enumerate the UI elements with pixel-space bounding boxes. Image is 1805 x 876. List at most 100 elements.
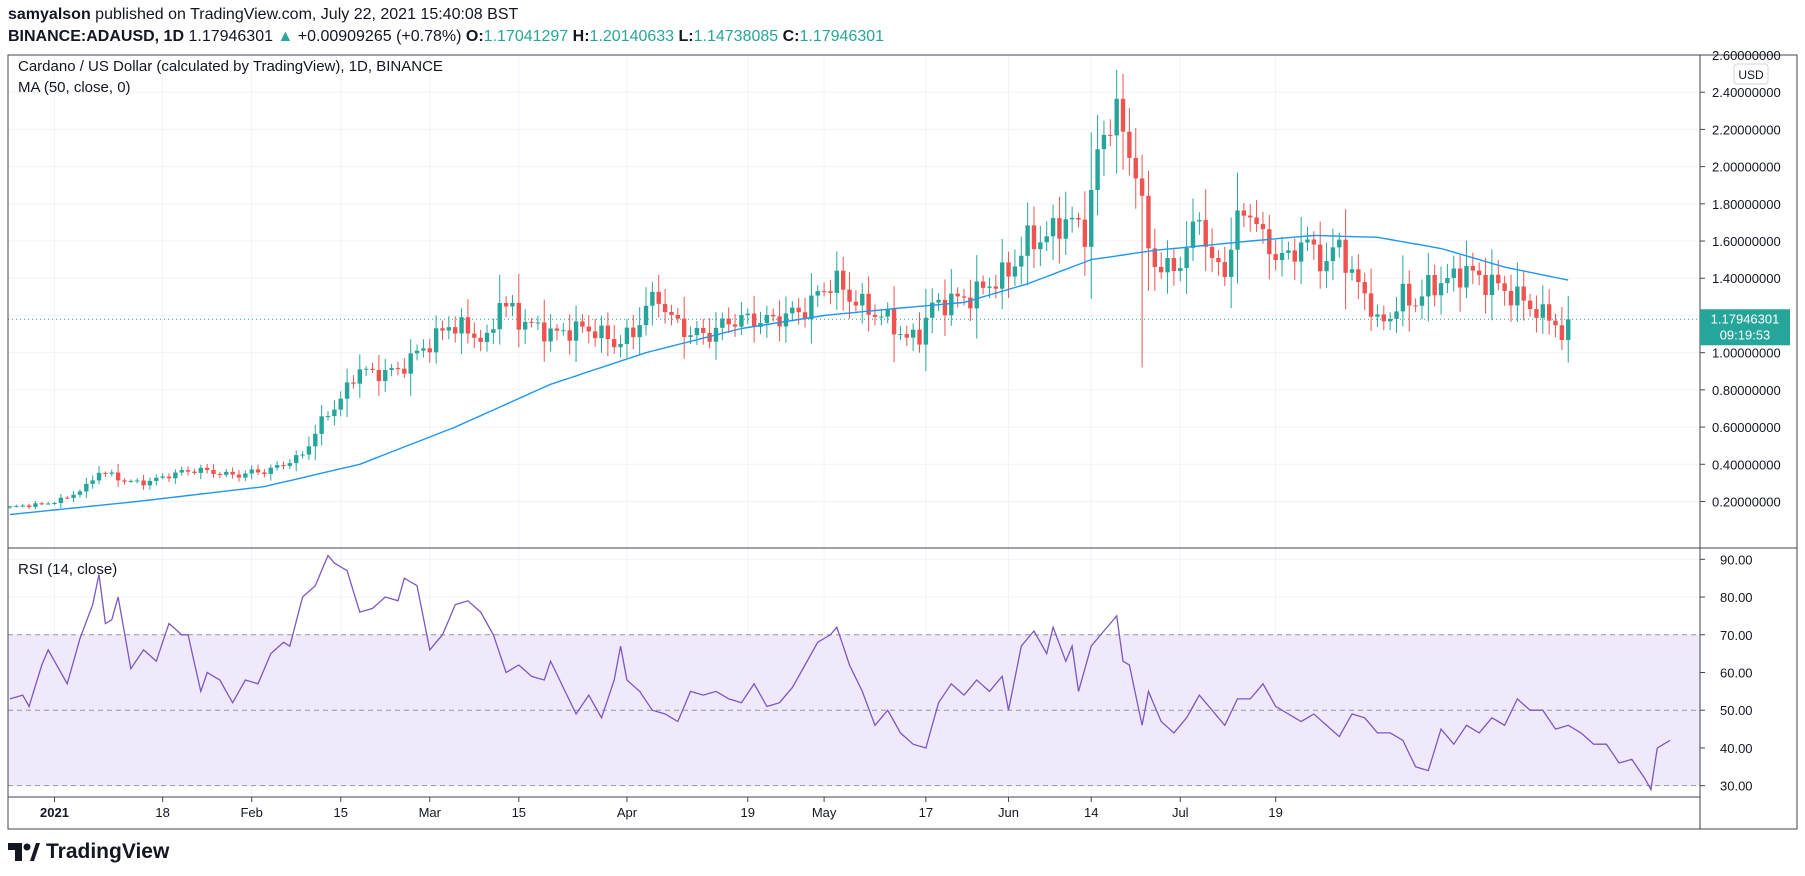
candle-body: [643, 305, 649, 326]
candle-body: [1483, 275, 1488, 296]
candle-body: [96, 472, 102, 481]
author-name[interactable]: samyalson: [8, 6, 91, 23]
candle-body: [1069, 217, 1075, 220]
price-tick-label: 0.80000000: [1712, 383, 1781, 398]
candle-body: [1222, 262, 1227, 277]
open-value: 1.17041297: [483, 28, 569, 45]
rsi-tick-label: 50.00: [1720, 703, 1753, 718]
quote-bar: BINANCE:ADAUSD, 1D 1.17946301 ▲ +0.00909…: [8, 28, 884, 46]
candle-body: [796, 307, 801, 313]
candle-body: [923, 317, 929, 345]
candle-body: [211, 469, 216, 474]
candle-body: [421, 348, 426, 351]
rsi-tick-label: 40.00: [1720, 741, 1753, 756]
last-price: 1.17946301: [188, 28, 273, 45]
candle-body: [497, 303, 502, 330]
ma-line: [9, 234, 1569, 516]
candle-body: [1101, 134, 1107, 150]
price-tick-label: 1.40000000: [1712, 271, 1781, 286]
candle-body: [370, 368, 375, 370]
close-value: 1.17946301: [799, 28, 885, 45]
candle-body: [147, 480, 153, 486]
candle-body: [14, 505, 19, 507]
candle-body: [1394, 311, 1399, 319]
candle-body: [1445, 278, 1450, 284]
last-price-tag-value: 1.17946301: [1711, 311, 1780, 326]
candle-body: [1209, 246, 1215, 258]
price-tick-label: 2.00000000: [1712, 160, 1781, 175]
candle-body: [7, 506, 13, 508]
brand-name: TradingView: [46, 840, 170, 863]
candle-body: [993, 286, 999, 289]
candle-body: [154, 477, 159, 481]
candle-body: [624, 327, 630, 344]
candle-body: [1216, 257, 1221, 263]
candle-body: [720, 318, 725, 328]
candle-body: [1527, 300, 1533, 310]
low-value: 1.14738085: [693, 28, 779, 45]
candle-body: [224, 471, 229, 475]
candle-body: [898, 334, 903, 336]
candle-body: [1139, 178, 1145, 196]
candle-body: [1019, 255, 1024, 267]
candle-body: [39, 503, 45, 505]
candle-body: [243, 473, 248, 478]
candle-body: [1489, 274, 1495, 296]
publish-text: published on TradingView.com, July 22, 2…: [95, 6, 519, 23]
candle-body: [1337, 239, 1342, 248]
rsi-tick-label: 60.00: [1720, 666, 1753, 681]
candle-body: [1362, 282, 1367, 294]
candle-body: [65, 497, 70, 499]
candle-body: [1025, 225, 1030, 256]
candle-body: [58, 497, 64, 504]
candle-body: [802, 312, 808, 320]
candle-body: [1559, 325, 1565, 341]
time-tick-label: 19: [741, 805, 755, 820]
candle-body: [26, 505, 32, 507]
candle-body: [1127, 131, 1132, 158]
candle-body: [834, 270, 840, 293]
candle-body: [548, 328, 553, 342]
currency-badge[interactable]: [1733, 63, 1769, 85]
currency-label: USD: [1738, 68, 1764, 82]
time-tick-label: 15: [512, 805, 526, 820]
tradingview-brand[interactable]: TradingView: [8, 840, 169, 864]
price-tick-label: 1.80000000: [1712, 197, 1781, 212]
candle-body: [1432, 275, 1437, 296]
candle-body: [20, 505, 25, 507]
candle-body: [1190, 221, 1196, 248]
candle-body: [1324, 261, 1329, 272]
candle-body: [516, 302, 522, 330]
candle-body: [662, 303, 668, 313]
publish-info: samyalson published on TradingView.com, …: [8, 6, 518, 24]
candle-body: [395, 368, 401, 370]
price-axis[interactable]: 0.20000000 0.40000000 0.60000000 0.80000000…: [1700, 48, 1781, 509]
price-tick-label: 2.40000000: [1712, 85, 1781, 100]
rsi-axis[interactable]: 30.00 40.00 50.00 60.00 70.00 80.00 90.00: [1700, 552, 1753, 794]
candle-body: [751, 313, 757, 327]
candle-body: [974, 281, 979, 309]
candle-body: [268, 467, 273, 474]
candle-body: [567, 330, 572, 341]
candle-body: [739, 315, 744, 327]
candle-body: [1279, 252, 1285, 261]
candle-body: [764, 314, 770, 323]
time-axis[interactable]: 2021 18 Feb 15 Mar 15 Apr 19 May 17 Jun 14 Jul 19: [40, 797, 1283, 820]
candle-body: [198, 467, 204, 473]
candle-body: [313, 433, 318, 447]
time-tick-label: 2021: [40, 805, 69, 820]
price-tick-label: 2.60000000: [1712, 48, 1781, 63]
candle-body: [122, 480, 127, 482]
candle-body: [771, 314, 776, 317]
candle-body: [71, 494, 76, 498]
time-tick-label: 15: [333, 805, 347, 820]
candle-body: [1317, 244, 1323, 272]
candle-body: [1108, 134, 1113, 136]
candle-body: [586, 326, 591, 332]
candle-body: [1451, 268, 1456, 279]
low-label: L:: [678, 28, 694, 45]
candle-body: [281, 465, 286, 467]
candle-body: [1038, 242, 1043, 250]
candle-body: [255, 469, 261, 473]
